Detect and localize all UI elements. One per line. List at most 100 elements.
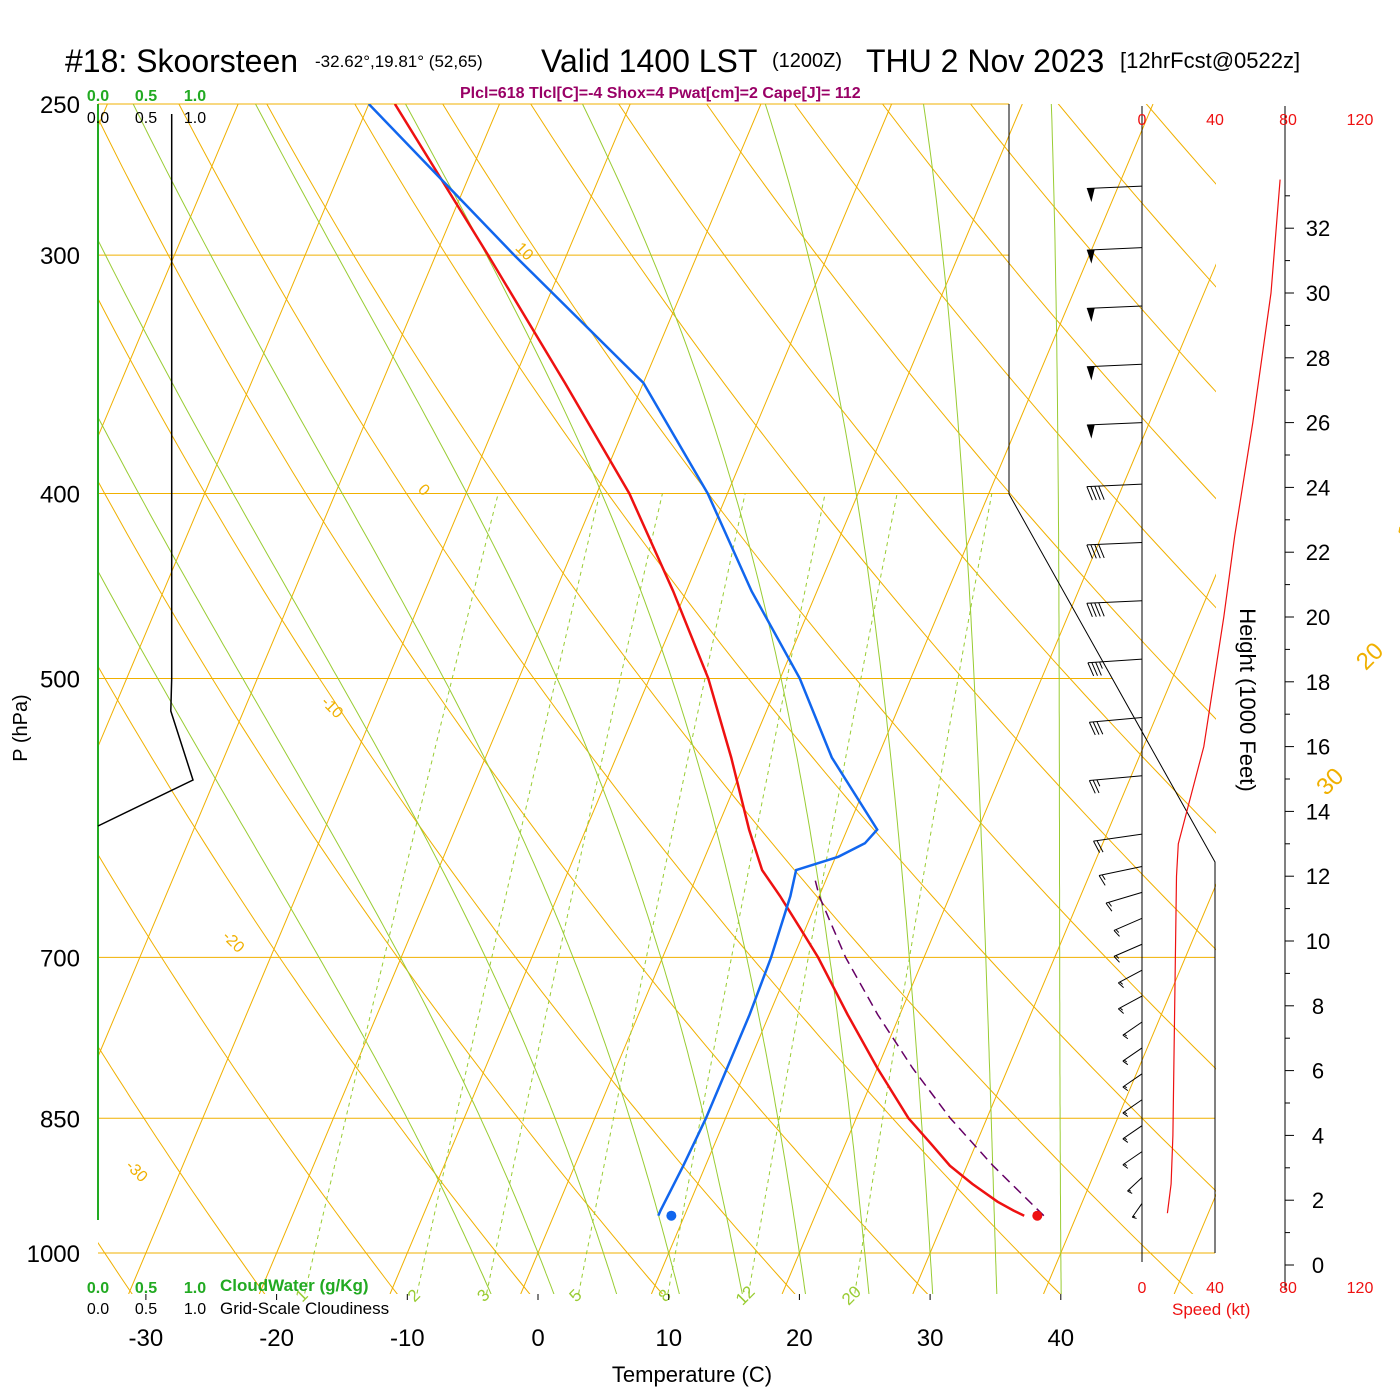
speed-axis-title: Speed (kt) [1172, 1300, 1250, 1319]
wind-barb [1086, 541, 1143, 559]
dry-adiabat-line [98, 853, 398, 1294]
moist-adiabat-line [98, 416, 555, 1294]
wind-barb [1086, 305, 1143, 323]
wind-barb-flag [1093, 840, 1101, 853]
wind-barb-half-flag [1119, 981, 1124, 985]
wind-barb [1086, 247, 1143, 264]
moist-adiabat-line [255, 104, 743, 1294]
dry-adiabat-line [98, 117, 929, 1294]
speed-top-tick: 120 [1347, 112, 1374, 129]
x-tick-label: 20 [786, 1325, 813, 1352]
surface-temperature-dot [1032, 1210, 1043, 1221]
isotherm-line [1043, 883, 1216, 1294]
mixing-ratio-line [854, 493, 993, 1294]
height-tick-label: 12 [1306, 864, 1330, 889]
wind-barb-flag [1088, 722, 1096, 736]
wind-barb-shaft [1086, 305, 1143, 309]
wind-barb [1122, 1151, 1143, 1169]
wind-barb-half-flag [1123, 1033, 1128, 1037]
pressure-tick-label: 1000 [27, 1241, 80, 1268]
surface-dewpoint-dot [666, 1210, 677, 1221]
height-tick-label: 32 [1306, 216, 1330, 241]
wind-barb-flag [1086, 544, 1093, 559]
wind-barb-shaft [1122, 1125, 1143, 1140]
cloudwater-axis-title: CloudWater (g/Kg) [220, 1276, 369, 1295]
mixing-ratio-line [485, 493, 663, 1294]
moist-adiabat-lines [98, 104, 1062, 1294]
wind-barb-flag [1090, 544, 1097, 559]
wind-barb-shaft [1098, 865, 1143, 876]
wind-barb-half-flag [1119, 1007, 1124, 1011]
moist-adiabat-line [764, 104, 934, 1294]
wind-barb-flag [1113, 930, 1120, 937]
height-axis-title: Height (1000 Feet) [1235, 608, 1260, 791]
temperature-line [393, 104, 1025, 1217]
wind-barb-flag [1095, 662, 1102, 676]
dry-adiabat-line [1205, 70, 1400, 1317]
moist-adiabat-line [132, 104, 680, 1294]
isotherm-line [389, 104, 893, 1294]
cloudwater-top-tick: 0.5 [135, 88, 157, 105]
mixing-ratio-line [416, 493, 601, 1294]
cloudwater-top-tick: 0.0 [87, 88, 109, 105]
x-tick-label: -30 [129, 1325, 164, 1352]
wind-barb-half-flag [1115, 929, 1120, 933]
wind-barb-flag [1098, 875, 1106, 886]
wind-barb-flag [1087, 662, 1095, 677]
height-tick-label: 0 [1312, 1253, 1324, 1278]
wind-barb-shaft [1118, 969, 1143, 984]
cloudiness-bottom-tick: 0.0 [87, 1301, 109, 1318]
wind-barb [1122, 1021, 1143, 1040]
mixing-ratio-line [667, 493, 826, 1294]
wind-barb-flag [1094, 544, 1101, 559]
wind-barb-shaft [1086, 247, 1143, 251]
x-tick-label: -20 [259, 1325, 294, 1352]
speed-bottom-tick: 40 [1206, 1280, 1224, 1297]
height-tick-label: 26 [1306, 411, 1330, 436]
wind-barb-shaft [1089, 716, 1143, 723]
wind-barb-shaft [1113, 917, 1143, 931]
mixing-ratio-label: 3 [473, 1286, 493, 1306]
wind-barb [1127, 1177, 1143, 1194]
wind-barb-flag [1098, 485, 1105, 500]
wind-barb-pennant [1086, 366, 1095, 381]
wind-barb-flag [1127, 1190, 1133, 1194]
pressure-tick-label: 500 [40, 667, 80, 694]
moist-adiabat-line [98, 570, 492, 1294]
pressure-tick-label: 400 [40, 482, 80, 509]
wind-barb [1122, 1125, 1143, 1143]
isotherm-label: 20 [1351, 638, 1389, 676]
valid-zulu: (1200Z) [772, 50, 842, 72]
wind-barb-shaft [1086, 185, 1143, 190]
dry-adiabat-line [98, 297, 796, 1294]
dry-adiabat-line [98, 480, 664, 1294]
wind-barb-flag [1122, 1086, 1129, 1092]
wind-barb [1117, 995, 1143, 1014]
wind-barb-half-flag [1123, 1137, 1128, 1141]
x-axis-title: Temperature (C) [612, 1362, 772, 1387]
height-tick-label: 8 [1312, 994, 1324, 1019]
wind-barb-pennant [1086, 249, 1095, 264]
mixing-ratio-label: 5 [566, 1286, 586, 1306]
height-tick-label: 30 [1306, 281, 1330, 306]
height-tick-label: 24 [1306, 475, 1330, 500]
moist-adiabat-line [582, 104, 870, 1294]
wind-barb-flag [1113, 956, 1120, 963]
speed-bottom-tick: 120 [1347, 1280, 1374, 1297]
wind-barb [1086, 185, 1143, 203]
x-tick-label: 30 [917, 1325, 944, 1352]
wind-barb-flag [1096, 840, 1104, 853]
cloudiness-bottom-tick: 0.5 [135, 1301, 157, 1318]
speed-bottom-tick: 0 [1138, 1280, 1147, 1297]
wind-barb [1117, 969, 1143, 989]
wind-barb-half-flag [1096, 779, 1101, 787]
wind-barb [1088, 775, 1143, 794]
isotherm-line [98, 104, 239, 438]
moist-adiabat-line [923, 104, 998, 1294]
wind-barb [1087, 658, 1143, 677]
wind-barb-pennant [1086, 188, 1095, 203]
pressure-tick-label: 850 [40, 1106, 80, 1133]
speed-top-tick: 80 [1279, 112, 1297, 129]
wind-barb-shaft [1122, 1047, 1143, 1062]
wind-barb [1086, 422, 1143, 439]
